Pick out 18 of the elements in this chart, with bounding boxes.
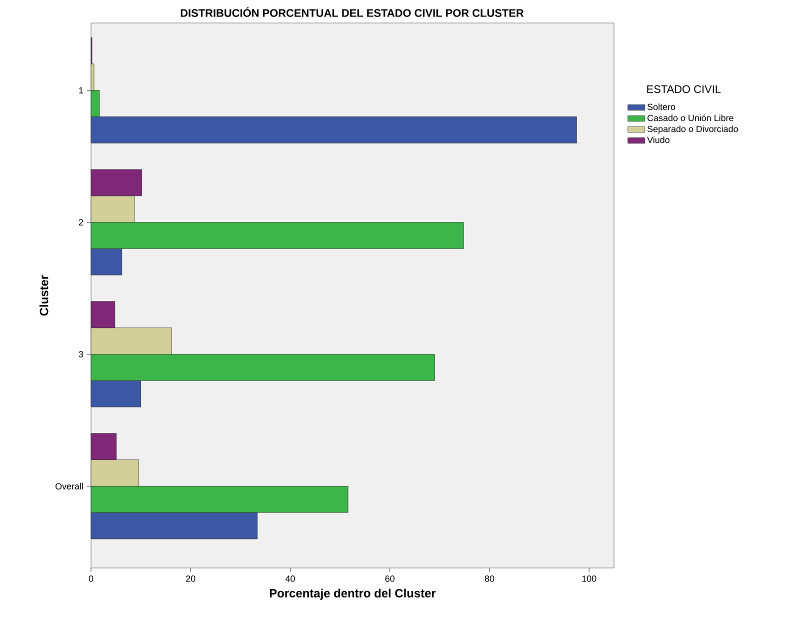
x-axis-title: Porcentaje dentro del Cluster [270,588,436,600]
x-tick-label: 60 [385,576,395,582]
chart-title: DISTRIBUCIÓN PORCENTUAL DEL ESTADO CIVIL POR CLUSTER [180,7,524,17]
y-tick-label: 1 [79,87,84,94]
legend-title: ESTADO CIVIL [647,85,721,94]
x-tick-label: 80 [484,576,494,582]
legend-label: Soltero [647,103,676,110]
x-tick-label: 0 [88,576,94,582]
y-axis-title: Cluster [39,275,48,316]
legend-label: Casado o Unión Libre [648,114,734,122]
x-tick-label: 20 [186,576,196,582]
legend-label: Separado o Divorciado [647,126,738,134]
y-tick-label: Overall [56,482,83,490]
legend-label: Viudo [647,136,670,144]
y-tick-label: 2 [78,219,84,226]
x-tick-label: 100 [582,576,596,582]
y-tick-label: 3 [78,351,84,358]
x-tick-label: 40 [285,576,295,582]
